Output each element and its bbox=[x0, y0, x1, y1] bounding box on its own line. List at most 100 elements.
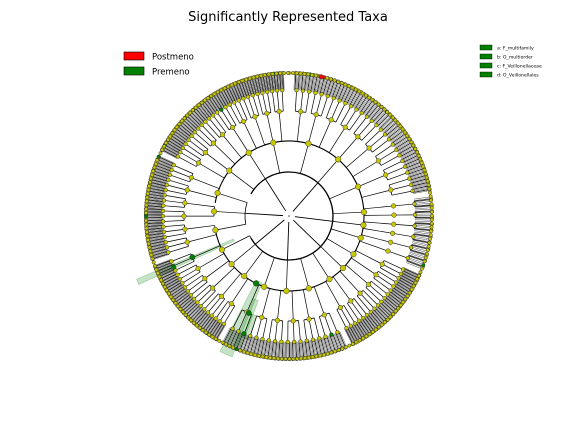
taxon-node bbox=[422, 259, 427, 264]
leaf-branch bbox=[382, 300, 396, 312]
leaf-branch bbox=[392, 287, 407, 298]
leaf-branch bbox=[294, 341, 296, 359]
leaf-branch bbox=[412, 185, 429, 190]
taxon-node bbox=[144, 214, 148, 219]
taxon-node bbox=[181, 310, 185, 314]
taxon-node bbox=[238, 348, 243, 353]
leaf-branch bbox=[351, 325, 361, 341]
taxon-node bbox=[272, 356, 276, 361]
leaf-branch bbox=[405, 162, 422, 170]
leaf-branch bbox=[151, 250, 168, 256]
leaf-branch bbox=[173, 290, 188, 302]
leaf-branch bbox=[352, 92, 362, 108]
taxon-node bbox=[278, 71, 283, 76]
leaf-branch bbox=[399, 146, 415, 156]
taxon-node bbox=[425, 248, 430, 253]
taxon-node bbox=[407, 176, 412, 181]
taxon-node bbox=[313, 73, 318, 78]
taxon-node bbox=[209, 313, 214, 318]
leaf-branch bbox=[380, 301, 394, 314]
leaf-branch bbox=[149, 245, 167, 250]
leaf-branch bbox=[202, 316, 213, 330]
leaf-branch bbox=[200, 103, 211, 118]
taxon-node bbox=[350, 251, 357, 258]
taxon-node bbox=[233, 81, 238, 86]
branch-line bbox=[312, 252, 330, 280]
leaf-branch bbox=[273, 73, 277, 91]
leaf-branch bbox=[265, 74, 269, 92]
leaf-branch bbox=[408, 255, 425, 262]
branch-line bbox=[243, 98, 252, 119]
leaf-branch bbox=[156, 161, 173, 169]
taxon-node bbox=[290, 318, 296, 324]
taxon-node bbox=[393, 280, 399, 285]
leaf-branch bbox=[177, 294, 191, 306]
branch-line bbox=[187, 278, 205, 292]
taxon-node bbox=[328, 117, 334, 123]
leaf-branch bbox=[185, 303, 199, 316]
leaf-branch bbox=[260, 75, 265, 93]
leaf-branch bbox=[308, 340, 312, 358]
taxon-node bbox=[353, 87, 358, 92]
branch-line bbox=[368, 134, 386, 149]
leaf-branch bbox=[158, 157, 174, 165]
leaf-branch bbox=[387, 293, 402, 305]
leaf-branch bbox=[210, 96, 220, 111]
leaf-branch bbox=[399, 276, 415, 285]
taxon-node bbox=[343, 101, 348, 106]
taxon-node bbox=[332, 78, 337, 83]
taxon-node bbox=[378, 127, 383, 132]
leaf-branch bbox=[412, 241, 430, 246]
leaf-branch bbox=[293, 341, 295, 359]
branch-line bbox=[163, 228, 185, 233]
branch-line bbox=[414, 205, 432, 208]
branch-line bbox=[198, 162, 225, 179]
leaf-branch bbox=[179, 296, 193, 308]
leaf-branch bbox=[221, 89, 230, 106]
leaf-branch bbox=[146, 223, 164, 225]
branch-line bbox=[215, 301, 229, 319]
leaf-branch bbox=[163, 276, 179, 285]
leaf-branch bbox=[410, 249, 427, 255]
leaf-branch bbox=[390, 289, 405, 301]
leaf-branch bbox=[410, 250, 427, 256]
taxon-node bbox=[405, 133, 410, 138]
taxon-node bbox=[250, 93, 255, 98]
leaf-branch bbox=[232, 84, 240, 101]
leaf-branch bbox=[213, 94, 223, 110]
leaf-branch bbox=[385, 297, 399, 309]
branch-line bbox=[194, 131, 211, 147]
leaf-branch bbox=[148, 240, 166, 245]
leaf-branch bbox=[163, 277, 179, 286]
taxon-node bbox=[227, 102, 233, 107]
leaf-branch bbox=[375, 307, 388, 321]
leaf-branch bbox=[399, 147, 415, 156]
taxon-node bbox=[416, 153, 421, 158]
leaf-branch bbox=[332, 334, 339, 351]
taxon-node bbox=[176, 304, 180, 309]
leaf-branch bbox=[311, 75, 316, 93]
taxon-node bbox=[298, 339, 303, 344]
branch-arc bbox=[274, 257, 301, 261]
leaf-branch bbox=[155, 261, 172, 269]
leaf-branch bbox=[162, 149, 178, 158]
leaf-branch bbox=[188, 114, 201, 127]
leaf-branch bbox=[163, 147, 179, 156]
leaf-branch bbox=[152, 252, 169, 258]
taxon-node bbox=[144, 222, 149, 227]
leaf-branch bbox=[229, 330, 238, 347]
branch-line bbox=[247, 96, 256, 117]
branch-line bbox=[393, 223, 415, 227]
branch-line bbox=[385, 166, 406, 176]
leaf-branch bbox=[327, 335, 334, 353]
taxon-node bbox=[218, 293, 225, 299]
leaf-branch bbox=[244, 79, 251, 97]
taxon-node bbox=[206, 96, 210, 101]
leaf-branch bbox=[401, 272, 417, 281]
branch-line bbox=[343, 305, 356, 324]
leaf-branch bbox=[226, 329, 235, 345]
leaf-branch bbox=[332, 81, 339, 98]
branch-line bbox=[382, 263, 402, 275]
leaf-branch bbox=[386, 295, 401, 307]
branch-line bbox=[345, 264, 369, 285]
